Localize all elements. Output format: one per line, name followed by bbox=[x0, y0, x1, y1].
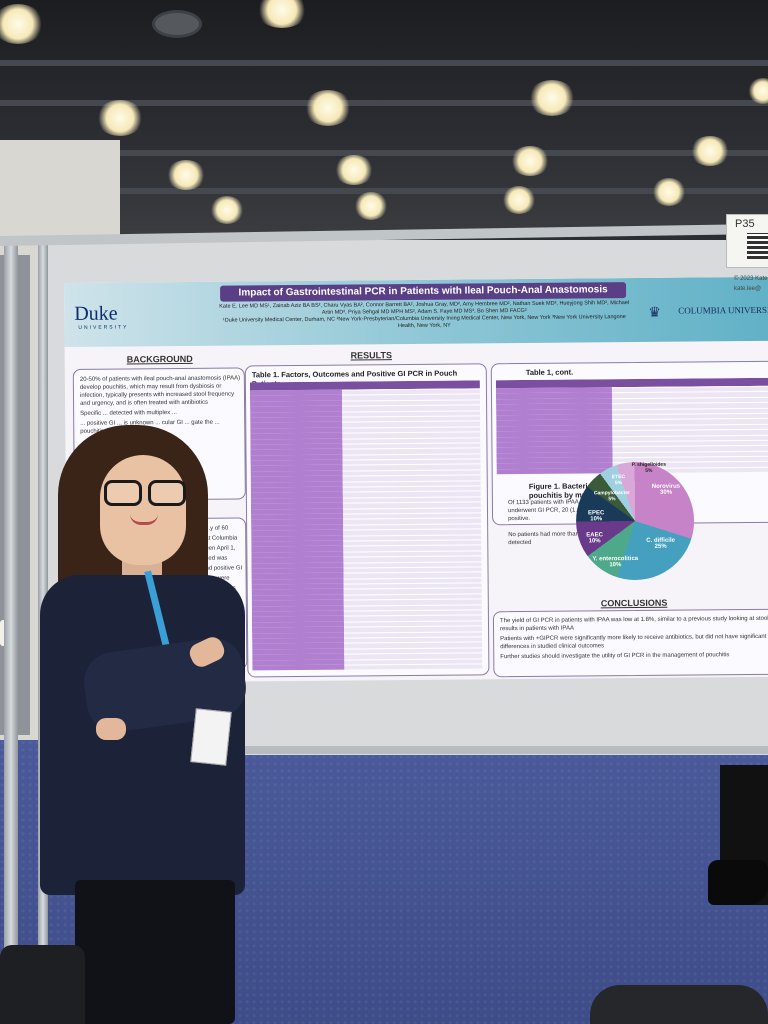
background-bullet: 20-50% of patients with ileal pouch-anal… bbox=[79, 375, 241, 407]
board-frame-bottom bbox=[40, 746, 768, 754]
ceiling-light bbox=[304, 90, 352, 126]
ceiling-light bbox=[528, 80, 576, 116]
ceiling-light bbox=[334, 155, 374, 185]
presenter-smile bbox=[130, 514, 158, 525]
pie-label-epec: EPEC 10% bbox=[588, 510, 605, 523]
affiliation-list: ¹Duke University Medical Center, Durham,… bbox=[222, 314, 626, 330]
glasses-lens bbox=[104, 480, 142, 506]
background-heading: BACKGROUND bbox=[126, 353, 193, 365]
duke-logo: Duke bbox=[74, 302, 118, 325]
foreground-chair bbox=[590, 985, 768, 1024]
methods-text: nd positive GI bbox=[205, 565, 243, 572]
conclusion-bullet: The yield of GI PCR in patients with IPA… bbox=[499, 615, 768, 633]
ceiling-light bbox=[690, 136, 730, 166]
results-heading: RESULTS bbox=[350, 350, 393, 361]
pie-label-etec: ETEC 5% bbox=[611, 474, 626, 487]
duke-logo-sub: UNIVERSITY bbox=[78, 324, 129, 331]
qr-code-icon bbox=[747, 233, 768, 259]
table-row bbox=[252, 663, 483, 671]
pie-label-y-enterocolitica: Y. enterocolitica 10% bbox=[592, 556, 639, 569]
crown-icon: ♛ bbox=[648, 303, 661, 320]
pie-label-p-shigelloides: P. shigelloides 5% bbox=[631, 461, 667, 474]
columbia-logo: COLUMBIA UNIVERSITY IRVING MEDICAL C bbox=[678, 304, 768, 316]
ceiling-light bbox=[96, 100, 144, 136]
table-cell bbox=[252, 664, 345, 671]
background-bullet: Specific ... detected with multiplex ... bbox=[80, 410, 177, 417]
ceiling-light bbox=[510, 146, 550, 176]
table-cell bbox=[344, 663, 483, 670]
poster-authors: Kate E. Lee MD MS¹, Zainab Aziz BA BS², … bbox=[214, 300, 634, 332]
pie-label-campylobacter: Campylobacter 5% bbox=[593, 490, 631, 503]
ceiling-beam bbox=[0, 188, 768, 194]
methods-text: een April 1, bbox=[205, 545, 236, 552]
presenter-hand bbox=[96, 718, 126, 740]
poster-banner: Duke UNIVERSITY Impact of Gastrointestin… bbox=[64, 276, 768, 347]
methods-text: ...y of 60 bbox=[205, 525, 229, 532]
ceiling-beam bbox=[0, 60, 768, 66]
poster-contact: kate.lee@ bbox=[734, 286, 762, 292]
presenter-face bbox=[100, 455, 186, 565]
figure1-area: Of 1133 patients with IPAA who underwent… bbox=[492, 453, 768, 584]
ceiling-light bbox=[502, 186, 536, 214]
poster-number-tag: P35 bbox=[726, 214, 768, 268]
name-badge bbox=[190, 708, 232, 766]
methods-text: zed was bbox=[205, 555, 228, 562]
pie-label-norovirus: Norovirus 30% bbox=[651, 483, 681, 496]
conclusions-box: The yield of GI PCR in patients with IPA… bbox=[492, 608, 768, 678]
ceiling-light bbox=[748, 78, 768, 104]
ceiling-light bbox=[256, 0, 308, 28]
ceiling-light bbox=[354, 192, 388, 220]
conclusion-bullet: Patients with +GIPCR were significantly … bbox=[500, 633, 767, 651]
pie-label-eaec: EAEC 10% bbox=[586, 532, 603, 545]
poster-number: P35 bbox=[735, 218, 755, 230]
table1-cont-title: Table 1, cont. bbox=[525, 367, 574, 377]
board-pole bbox=[4, 238, 18, 1024]
ceiling-light bbox=[652, 178, 686, 206]
ceiling-light bbox=[166, 160, 206, 190]
bystander-boot bbox=[708, 860, 768, 905]
presenter-pants bbox=[75, 880, 235, 1024]
ceiling bbox=[0, 0, 768, 235]
conclusions-heading: CONCLUSIONS bbox=[600, 597, 668, 609]
conclusion-bullet: Further studies should investigate the u… bbox=[500, 652, 730, 661]
ceiling-beam bbox=[0, 100, 768, 106]
pie-label-c-difficile: C. difficile 25% bbox=[646, 537, 675, 550]
ceiling-light bbox=[210, 196, 244, 224]
ceiling-beam bbox=[0, 150, 768, 156]
glasses bbox=[104, 480, 186, 506]
ceiling-light bbox=[0, 4, 44, 44]
poster-title: Impact of Gastrointestinal PCR in Patien… bbox=[220, 282, 627, 302]
methods-text: at Columbia bbox=[205, 535, 238, 542]
ceiling-vent bbox=[152, 10, 202, 38]
table1 bbox=[249, 380, 483, 672]
glasses-lens bbox=[148, 480, 186, 506]
floor-bag bbox=[0, 945, 85, 1024]
poster-copyright: © 2023 Kate bbox=[734, 276, 768, 282]
table1-box: Table 1. Factors, Outcomes and Positive … bbox=[244, 363, 490, 678]
